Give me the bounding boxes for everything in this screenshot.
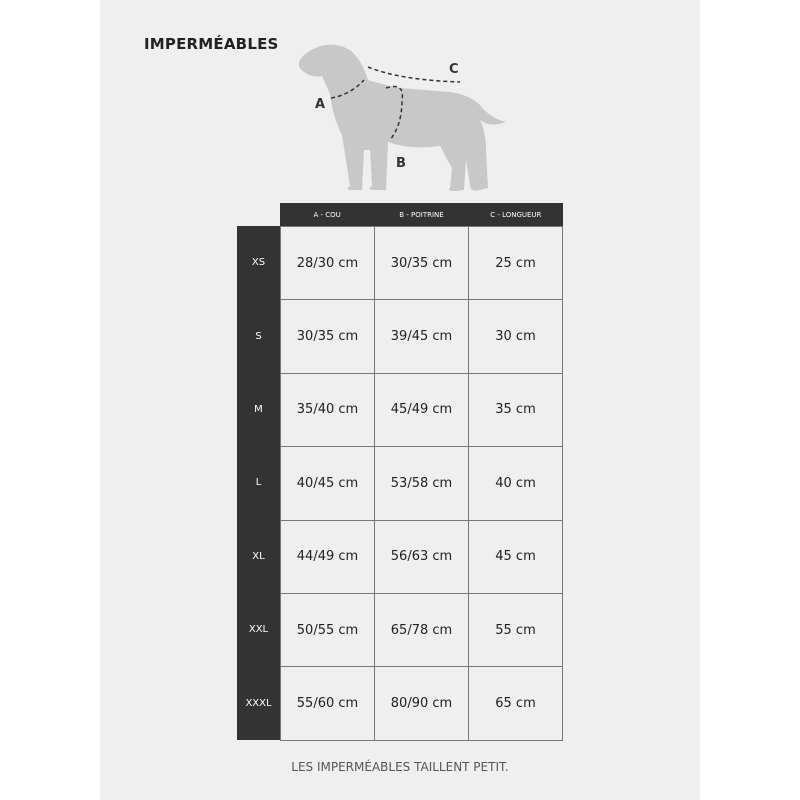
cell: 44/49 cm [280, 519, 375, 594]
page-title: IMPERMÉABLES [144, 35, 279, 53]
cell: 30/35 cm [280, 299, 375, 374]
label-c: C [449, 62, 459, 77]
cell: 40 cm [468, 446, 563, 521]
cell: 80/90 cm [374, 666, 469, 741]
table-row: 50/55 cm 65/78 cm 55 cm [280, 592, 563, 668]
cell: 55 cm [468, 592, 563, 668]
cell: 40/45 cm [280, 446, 375, 521]
table-row: 35/40 cm 45/49 cm 35 cm [280, 372, 563, 448]
size-label: M [254, 404, 263, 416]
header-chest: B - POITRINE [399, 210, 444, 219]
cell: 45/49 cm [374, 372, 469, 448]
cell: 25 cm [468, 225, 563, 301]
size-column: XS S M L XL XXL XXXL [237, 226, 280, 740]
cell: 55/60 cm [280, 666, 375, 741]
sizing-note: LES IMPERMÉABLES TAILLENT PETIT. [291, 760, 509, 774]
cell: 65/78 cm [374, 592, 469, 668]
cell: 30/35 cm [374, 225, 469, 301]
table-header: A - COU B - POITRINE C - LONGUEUR [280, 203, 563, 226]
size-label: XXXL [245, 697, 272, 709]
dog-measurement-diagram: A B C [298, 44, 506, 191]
back-dashed-line [367, 66, 461, 83]
header-length: C - LONGUEUR [490, 210, 542, 219]
size-label: XXL [248, 624, 269, 636]
cell: 45 cm [468, 519, 563, 594]
size-label: L [255, 477, 262, 489]
cell: 50/55 cm [280, 592, 375, 668]
cell: 35/40 cm [280, 372, 375, 448]
table-row: 44/49 cm 56/63 cm 45 cm [280, 519, 563, 594]
table-row: 55/60 cm 80/90 cm 65 cm [280, 666, 563, 741]
cell: 39/45 cm [374, 299, 469, 374]
size-label: S [255, 330, 262, 342]
cell: 28/30 cm [280, 225, 375, 301]
cell: 35 cm [468, 372, 563, 448]
size-label: XL [252, 550, 265, 562]
cell: 56/63 cm [374, 519, 469, 594]
header-neck: A - COU [313, 210, 341, 219]
size-label: XS [251, 257, 266, 269]
dog-silhouette [298, 44, 506, 191]
cell: 65 cm [468, 666, 563, 741]
cell: 30 cm [468, 299, 563, 374]
cell: 53/58 cm [374, 446, 469, 521]
table-row: 40/45 cm 53/58 cm 40 cm [280, 446, 563, 521]
label-b: B [396, 156, 406, 171]
size-table: 28/30 cm 30/35 cm 25 cm 30/35 cm 39/45 cm 30… [280, 225, 563, 741]
table-row: 30/35 cm 39/45 cm 30 cm [280, 299, 563, 374]
table-row: 28/30 cm 30/35 cm 25 cm [280, 225, 563, 301]
neck-dashed-line [330, 79, 365, 99]
chest-dashed-line [385, 85, 404, 141]
label-a: A [315, 97, 325, 112]
